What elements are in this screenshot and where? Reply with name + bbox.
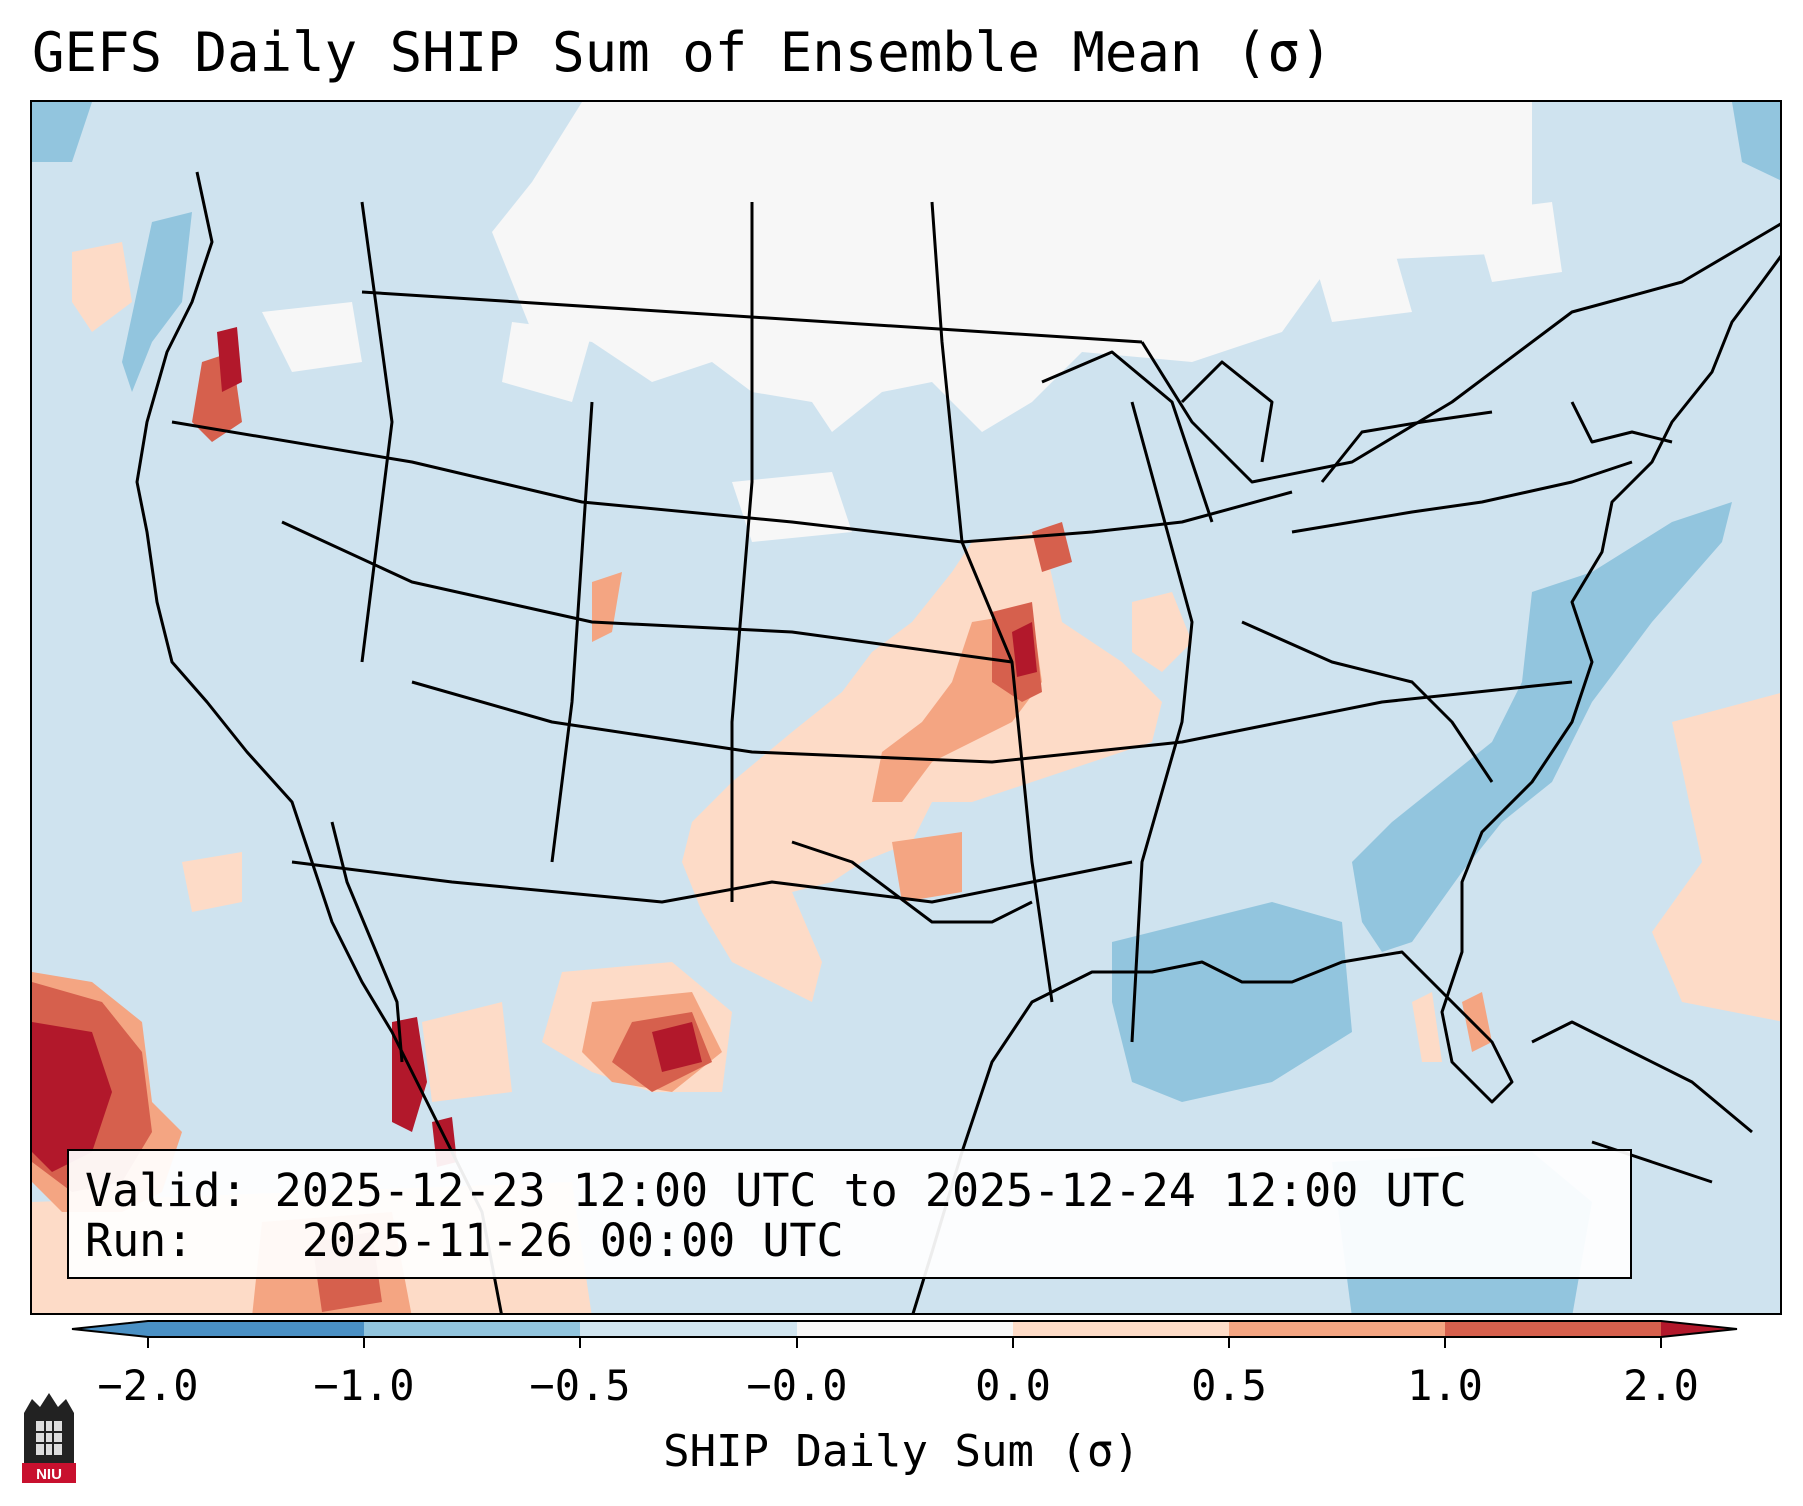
valid-run-info-box: Valid: 2025-12-23 12:00 UTC to 2025-12-2… [67, 1149, 1632, 1279]
niu-logo-text: NIU [36, 1466, 62, 1483]
colorbar-label: SHIP Daily Sum (σ) [663, 1426, 1140, 1477]
colorbar-tick-label: 0.5 [1191, 1361, 1267, 1410]
valid-line: Valid: 2025-12-23 12:00 UTC to 2025-12-2… [85, 1165, 1467, 1217]
colorbar-ticks [147, 1337, 1662, 1348]
colorbar-segment-6 [1229, 1321, 1445, 1337]
colorbar-segment-3 [580, 1321, 797, 1337]
colorbar-tick-label: −0.5 [529, 1361, 631, 1410]
colorbar-tick-label: −2.0 [97, 1361, 199, 1410]
colorbar-segment-extend-high [1661, 1321, 1737, 1337]
colorbar-tick-label: 1.0 [1407, 1361, 1483, 1410]
colorbar-segment-5 [1013, 1321, 1229, 1337]
colorbar-tick-label: −1.0 [313, 1361, 415, 1410]
valid-value: 2025-12-23 12:00 UTC to 2025-12-24 12:00… [274, 1164, 1467, 1217]
colorbar-segment-7 [1445, 1321, 1661, 1337]
run-line: Run: 2025-11-26 00:00 UTC [85, 1215, 844, 1267]
colorbar-tick-label: −0.0 [746, 1361, 848, 1410]
map-title: GEFS Daily SHIP Sum of Ensemble Mean (σ) [32, 21, 1333, 84]
map-canvas [32, 102, 1780, 1313]
neutral-anomaly-areas [262, 102, 1562, 542]
run-value: 2025-11-26 00:00 UTC [301, 1214, 844, 1267]
colorbar-tick-label: 0.0 [975, 1361, 1051, 1410]
map-panel [30, 100, 1782, 1315]
colorbar-segment-2 [364, 1321, 580, 1337]
colorbar-tick-label: 2.0 [1623, 1361, 1699, 1410]
colorbar-segment-1 [148, 1321, 364, 1337]
run-label: Run: [85, 1214, 194, 1267]
valid-label: Valid: [85, 1164, 248, 1217]
colorbar-outline [71, 1320, 1738, 1338]
colorbar-segment-4 [797, 1321, 1013, 1337]
colorbar-segment-extend-low [72, 1321, 148, 1337]
coastlines-and-borders [135, 171, 1780, 1313]
niu-logo-icon: NIU [22, 1393, 76, 1483]
